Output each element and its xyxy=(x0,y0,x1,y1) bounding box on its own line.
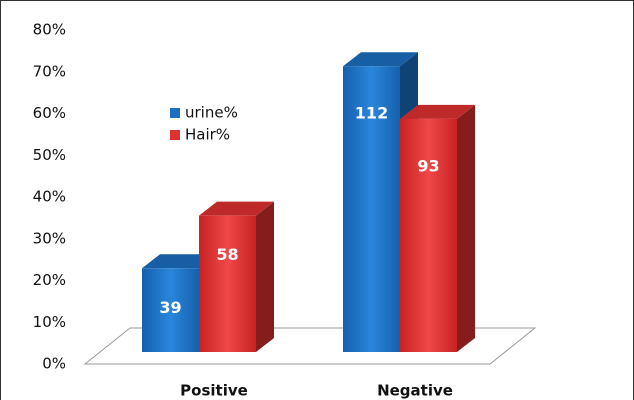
y-tick-label: 10% xyxy=(33,313,66,331)
data-label: 58 xyxy=(216,245,238,264)
bar-front xyxy=(199,215,256,352)
bar-top xyxy=(199,201,274,216)
y-tick-label: 80% xyxy=(33,21,66,39)
bar-top xyxy=(142,254,217,269)
y-tick-label: 50% xyxy=(33,146,66,164)
y-tick-label: 20% xyxy=(33,271,66,289)
bar xyxy=(400,104,475,352)
bar-top xyxy=(343,52,418,67)
bar-front xyxy=(142,268,199,352)
x-tick-label: Negative xyxy=(377,382,453,400)
x-tick-label: Positive xyxy=(180,382,248,400)
data-label: 93 xyxy=(417,156,439,175)
bar-front xyxy=(343,66,400,352)
y-tick-label: 0% xyxy=(42,355,66,373)
bar xyxy=(199,201,274,352)
y-tick-label: 70% xyxy=(33,62,66,80)
y-tick-label: 40% xyxy=(33,188,66,206)
bar-side xyxy=(256,201,274,352)
legend-label: Hair% xyxy=(185,126,230,144)
legend-swatch xyxy=(170,108,180,118)
data-label: 39 xyxy=(159,298,181,317)
y-tick-label: 30% xyxy=(33,229,66,247)
data-label: 112 xyxy=(355,104,388,123)
legend-swatch xyxy=(170,130,180,140)
y-tick-label: 60% xyxy=(33,104,66,122)
bar-top xyxy=(400,104,475,119)
bar-side xyxy=(457,104,475,352)
legend-label: urine% xyxy=(185,104,238,122)
bar-front xyxy=(400,118,457,352)
